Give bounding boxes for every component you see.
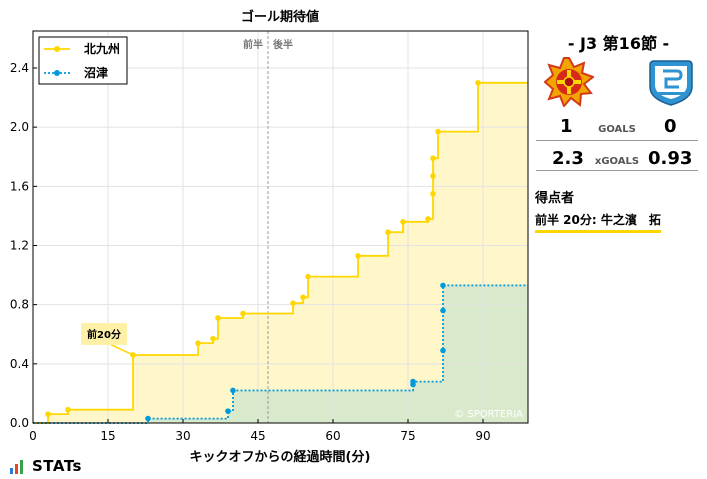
scorers-heading: 得点者 xyxy=(535,191,575,206)
watermark: © SPORTERIA xyxy=(454,409,523,420)
shot-point xyxy=(65,406,71,413)
y-tick-label: 0.4 xyxy=(10,357,29,371)
xgoals-label: xGOALS xyxy=(594,156,640,167)
shot-point xyxy=(440,282,446,289)
x-tick-label: 45 xyxy=(250,429,265,443)
area-fills xyxy=(33,82,528,424)
legend-label: 沼津 xyxy=(84,65,108,80)
chart-title: ゴール期待値 xyxy=(241,9,319,25)
shot-point xyxy=(430,173,436,179)
xgoals-row: 2.3 xGOALS 0.93 xyxy=(536,146,698,171)
legend-box xyxy=(38,36,128,85)
shot-point xyxy=(430,190,436,197)
home-xgoals: 2.3 xyxy=(552,148,584,169)
shot-point xyxy=(425,216,431,222)
series-area-1 xyxy=(33,285,528,423)
x-tick-label: 60 xyxy=(325,429,340,443)
xg-chart: 前半 後半 前20分 0 15 30 45 60 75 90 0.0 0.4 0.8 1.2 1.6 2… xyxy=(10,9,529,465)
series-line-1 xyxy=(33,284,528,424)
x-tick-label: 75 xyxy=(400,429,415,443)
plot-frame xyxy=(32,30,529,424)
away-goals: 0 xyxy=(664,116,677,137)
shot-point xyxy=(305,273,311,280)
y-tick-label: 0.8 xyxy=(10,298,29,312)
away-crest-icon xyxy=(649,60,693,106)
y-tick-label: 1.2 xyxy=(10,238,29,252)
x-axis-label: キックオフからの経過時間(分) xyxy=(190,449,371,465)
second-half-label: 後半 xyxy=(273,38,293,51)
annotation-box xyxy=(81,322,127,345)
shot-point xyxy=(45,411,51,417)
x-tick-label: 90 xyxy=(475,429,490,443)
x-tick-label: 15 xyxy=(100,429,115,443)
shot-point xyxy=(210,335,216,342)
legend-swatch-marker xyxy=(54,70,60,76)
shot-point xyxy=(290,300,296,306)
shot-point xyxy=(355,253,361,259)
shot-point xyxy=(195,340,201,346)
legend-swatch-marker xyxy=(54,46,60,52)
gridlines xyxy=(32,31,528,424)
legend-label: 北九州 xyxy=(84,41,120,56)
y-tick-label: 0.0 xyxy=(10,416,29,430)
shot-point xyxy=(230,387,236,394)
shot-point xyxy=(475,79,481,86)
first-half-label: 前半 xyxy=(243,38,263,51)
goals-label: GOALS xyxy=(598,124,636,135)
home-crest-icon xyxy=(544,57,594,107)
shot-point xyxy=(225,408,231,414)
shot-point xyxy=(410,378,416,385)
shot-point xyxy=(240,310,246,317)
shot-points xyxy=(45,79,481,422)
annotations: 前20分 xyxy=(81,322,134,356)
match-title: - J3 第16節 - xyxy=(567,34,670,53)
shot-point xyxy=(400,219,406,225)
x-tick-label: 0 xyxy=(29,429,37,443)
y-tick-label: 2.0 xyxy=(10,120,29,134)
y-tick-label: 1.6 xyxy=(10,179,29,193)
bar-chart-icon xyxy=(10,460,23,474)
x-tick-label: 30 xyxy=(175,429,190,443)
shot-point xyxy=(440,307,446,314)
axes: 0 15 30 45 60 75 90 0.0 0.4 0.8 1.2 1.6 2.0 2.4 xyxy=(10,61,491,443)
shot-point xyxy=(215,315,221,321)
shot-point xyxy=(300,294,306,301)
half-time-marker: 前半 後半 xyxy=(243,31,293,423)
annotation-label: 前20分 xyxy=(87,328,121,341)
home-goals: 1 xyxy=(560,116,573,137)
shot-point xyxy=(385,229,391,235)
match-panel: - J3 第16節 - 1 GOALS 0 2.3 xGOALS 0.93 得点… xyxy=(530,0,707,479)
scorer-entry: 前半 20分: 牛之濱 拓 xyxy=(535,211,661,233)
shot-point xyxy=(435,128,441,135)
logo-text: STATs xyxy=(32,457,82,475)
goals-row: 1 GOALS 0 xyxy=(536,116,698,141)
shot-point xyxy=(145,415,151,422)
away-xgoals: 0.93 xyxy=(648,148,693,169)
shot-point xyxy=(430,155,436,162)
shot-point xyxy=(440,347,446,354)
series-area-0 xyxy=(33,82,528,424)
y-tick-label: 2.4 xyxy=(10,61,29,75)
